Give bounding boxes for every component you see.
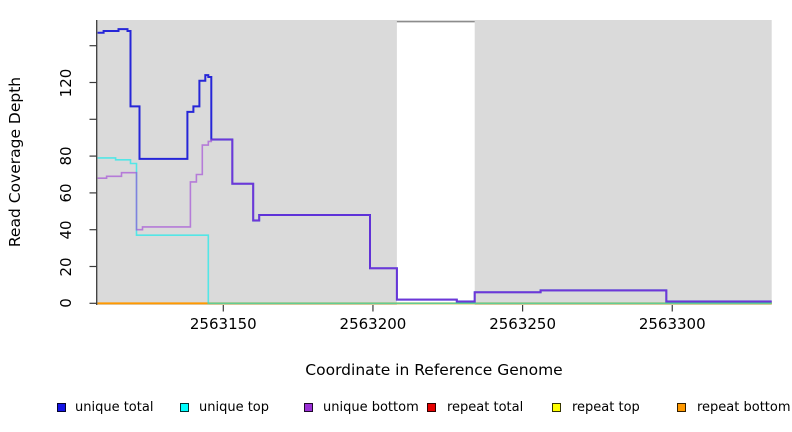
y-axis-title: Read Coverage Depth	[6, 76, 24, 248]
legend-swatch-repeat-top	[552, 403, 561, 412]
legend-swatch-unique-total	[57, 403, 66, 412]
series-line-unique-bottom	[97, 138, 772, 303]
series-line-unique-top	[97, 157, 772, 305]
legend-label-repeat-total: repeat total	[447, 400, 524, 415]
x-axis-title: Coordinate in Reference Genome	[305, 361, 563, 379]
masked-region	[396, 21, 475, 305]
x-tick-label: 2563150	[189, 315, 257, 333]
y-tick-label: 80	[57, 146, 75, 166]
legend-swatch-repeat-bottom	[677, 403, 686, 412]
legend-swatch-unique-bottom	[304, 403, 313, 412]
legend-label-repeat-bottom: repeat bottom	[697, 400, 791, 415]
y-tick-label: 20	[57, 256, 75, 277]
legend-swatch-repeat-total	[427, 403, 436, 412]
y-tick-label: 60	[57, 183, 75, 203]
y-tick-label: 40	[57, 220, 75, 240]
x-tick-label: 2563200	[339, 315, 407, 333]
legend-label-repeat-top: repeat top	[572, 400, 640, 415]
legend-label-unique-top: unique top	[199, 400, 270, 415]
y-tick-label: 0	[57, 298, 75, 309]
legend-swatch-unique-top	[180, 403, 189, 412]
legend-label-unique-bottom: unique bottom	[323, 400, 419, 415]
y-tick-label: 120	[57, 68, 75, 97]
x-tick-label: 2563300	[638, 315, 706, 333]
x-tick-label: 2563250	[489, 315, 556, 333]
legend-label-unique-total: unique total	[75, 400, 154, 415]
